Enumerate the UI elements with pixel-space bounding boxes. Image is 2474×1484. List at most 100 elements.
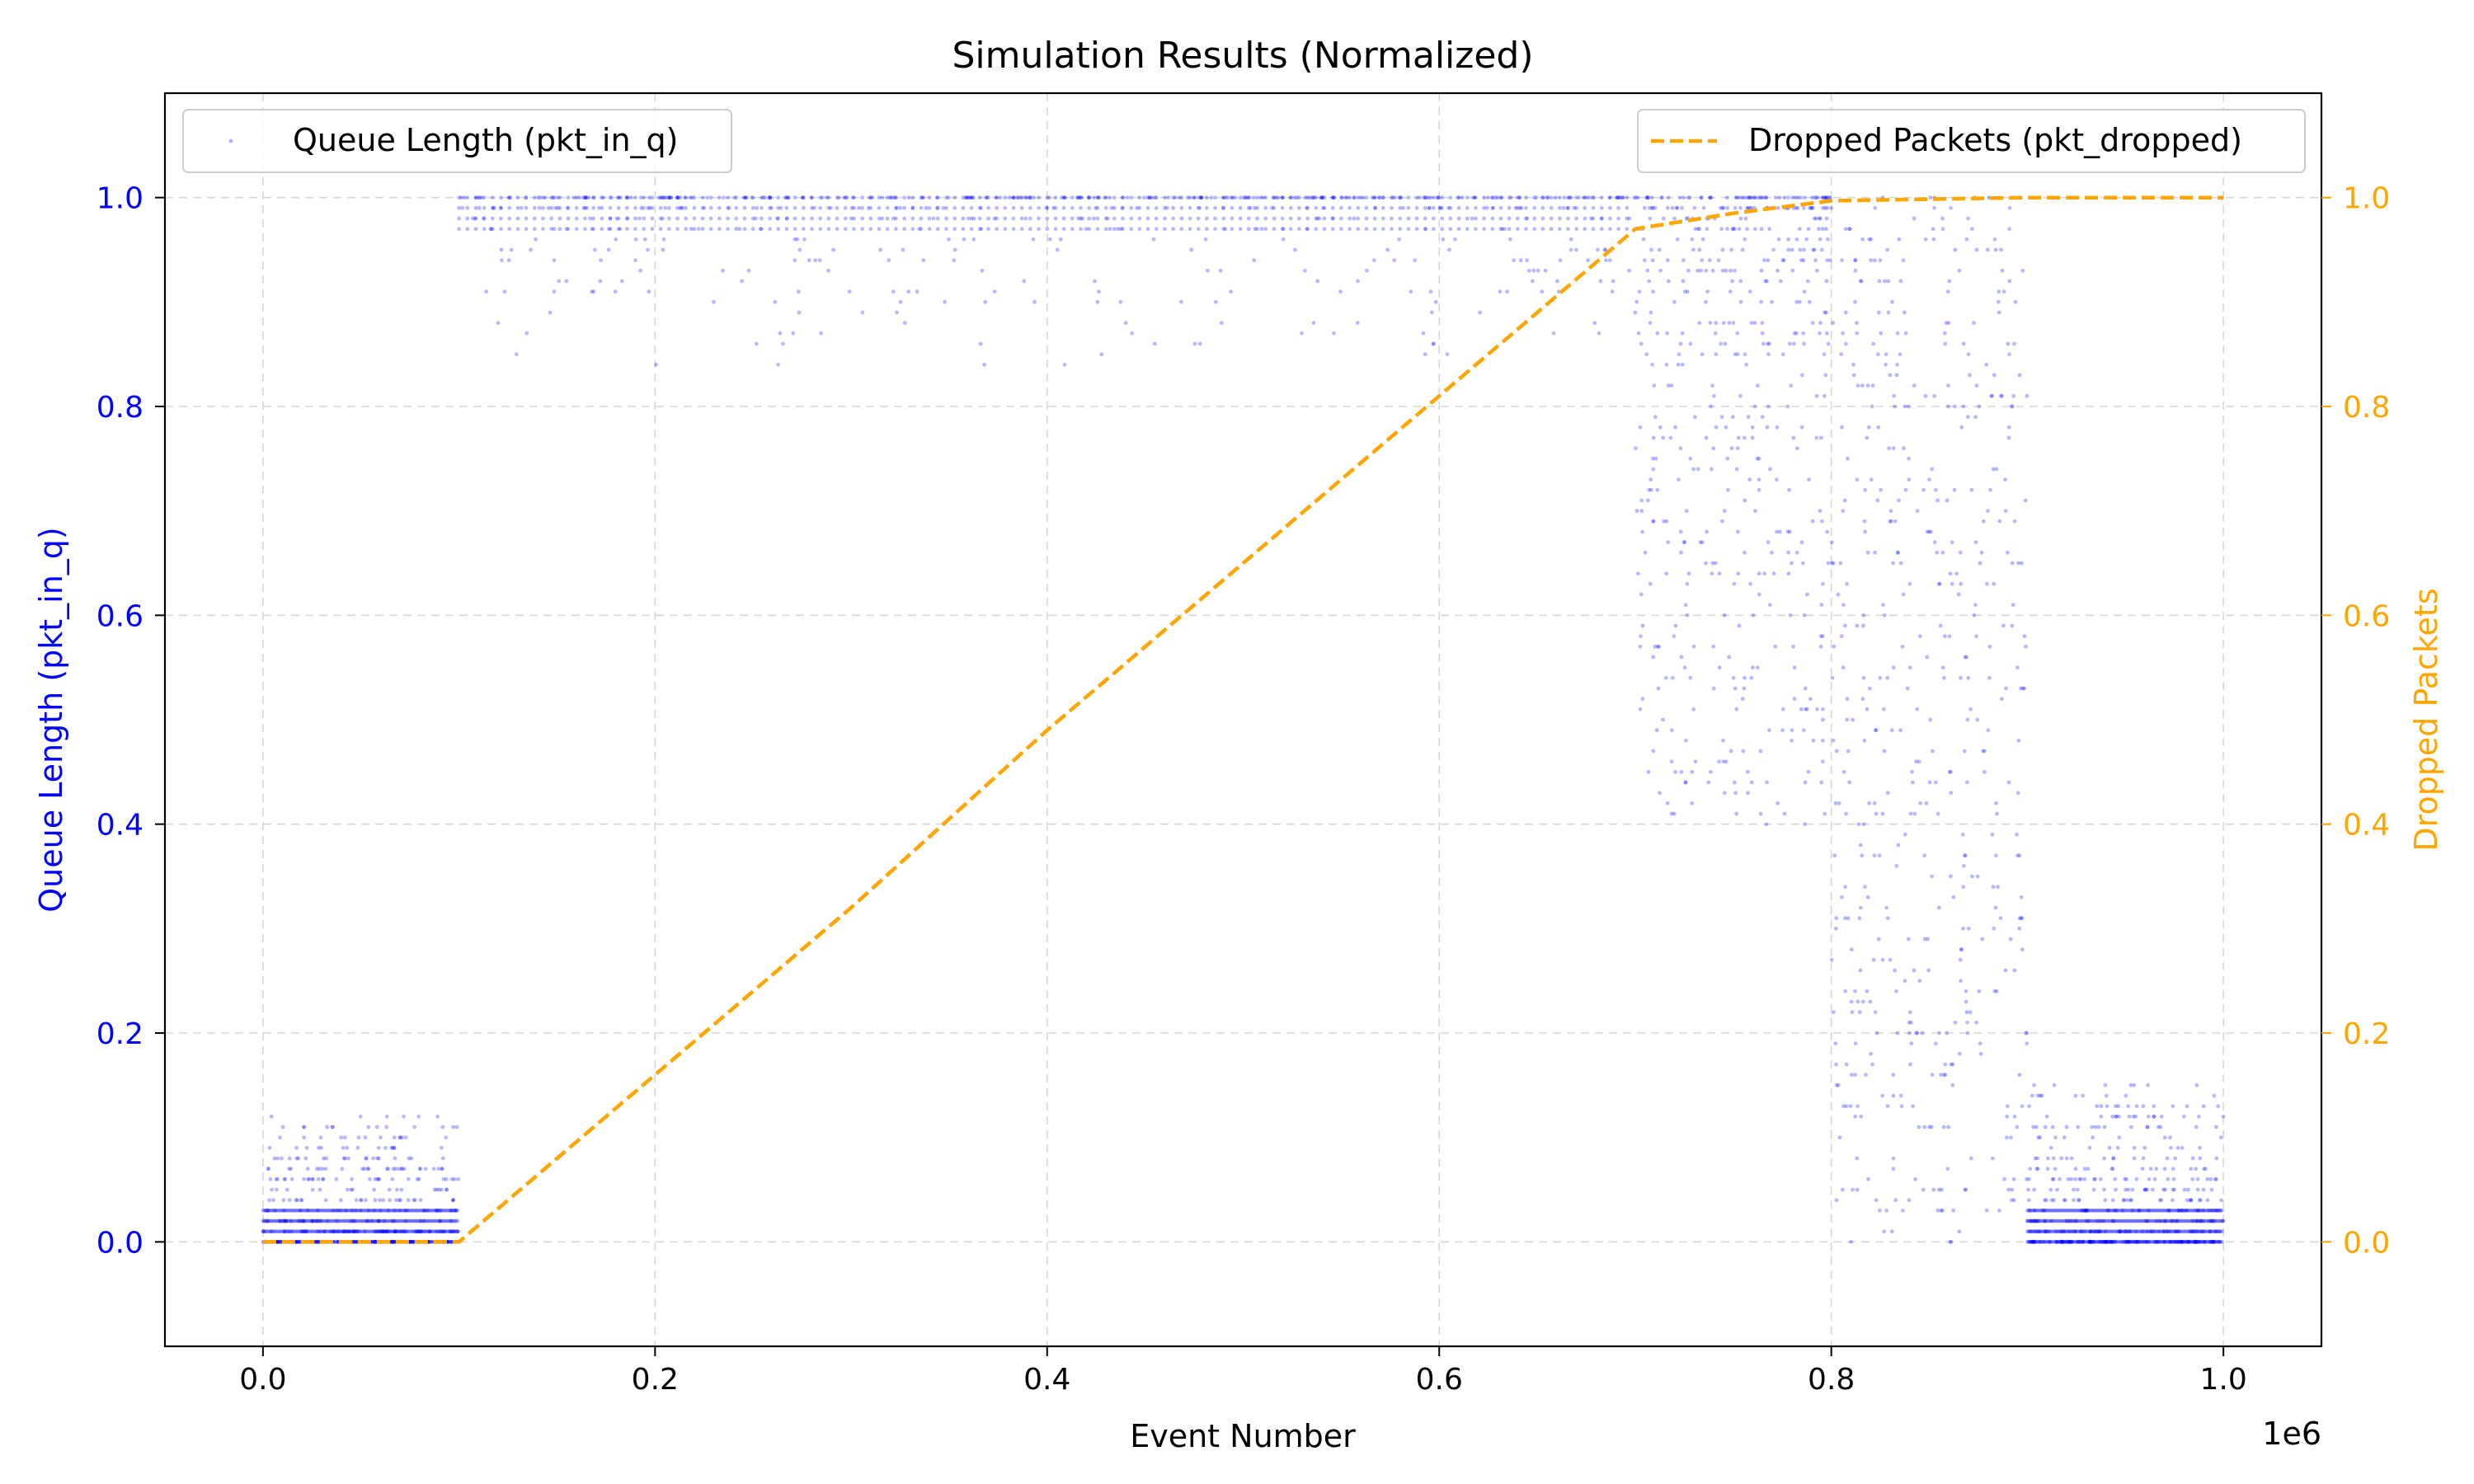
queue-point (2124, 1239, 2128, 1244)
queue-point (717, 195, 722, 200)
queue-point (1616, 227, 1620, 232)
queue-point (1964, 999, 1968, 1004)
queue-point (2090, 1219, 2094, 1223)
queue-point (1785, 529, 1790, 534)
queue-point (1028, 227, 1032, 232)
queue-point (307, 1208, 312, 1213)
queue-point (281, 1208, 286, 1213)
queue-point (831, 247, 836, 252)
queue-point (1644, 195, 1649, 200)
queue-point (1980, 937, 1985, 942)
queue-point (280, 1208, 285, 1213)
queue-point (2204, 1208, 2209, 1213)
queue-point (1423, 195, 1427, 200)
queue-point (2152, 1239, 2157, 1244)
queue-point (2128, 1229, 2133, 1234)
queue-point (1820, 519, 1824, 524)
queue-point (1810, 321, 1815, 326)
queue-point (2029, 1229, 2034, 1234)
queue-point (919, 216, 924, 221)
queue-point (317, 1187, 322, 1192)
queue-point (642, 195, 647, 200)
queue-point (625, 195, 629, 200)
queue-point (427, 1208, 432, 1213)
queue-point (1669, 728, 1674, 733)
queue-point (1840, 895, 1844, 899)
queue-point (826, 227, 831, 232)
queue-point (1893, 519, 1898, 524)
queue-point (924, 205, 929, 210)
queue-point (1766, 404, 1771, 409)
queue-point (2072, 1219, 2077, 1223)
queue-point (2050, 1219, 2055, 1223)
queue-point (1963, 853, 1967, 858)
queue-point (1891, 1156, 1896, 1161)
queue-point (270, 1208, 275, 1213)
queue-point (2112, 1229, 2117, 1234)
queue-point (429, 1208, 433, 1213)
queue-point (421, 1219, 425, 1223)
queue-point (1270, 205, 1274, 210)
queue-point (1733, 195, 1738, 200)
queue-point (977, 216, 982, 221)
queue-point (2036, 1229, 2041, 1234)
queue-point (2091, 1208, 2095, 1213)
queue-point (1834, 916, 1839, 921)
queue-point (412, 1198, 416, 1203)
queue-point (2197, 1239, 2202, 1244)
queue-point (2013, 299, 2018, 304)
queue-point (1790, 728, 1794, 733)
queue-point (1729, 749, 1733, 754)
queue-point (1710, 571, 1714, 576)
queue-point (2089, 1239, 2094, 1244)
queue-point (1263, 195, 1268, 200)
queue-point (2054, 1239, 2059, 1244)
queue-point (397, 1208, 402, 1213)
queue-point (1867, 237, 1872, 242)
queue-point (2147, 1219, 2152, 1223)
queue-point (1515, 227, 1520, 232)
queue-point (2060, 1239, 2065, 1244)
queue-point (2108, 1219, 2113, 1223)
queue-point (2141, 1104, 2146, 1109)
queue-point (322, 1229, 327, 1234)
queue-point (971, 237, 976, 242)
queue-point (2094, 1219, 2099, 1223)
queue-point (1616, 195, 1620, 200)
queue-point (1776, 801, 1780, 805)
queue-point (272, 1208, 276, 1213)
queue-point (2133, 1219, 2138, 1223)
queue-point (1646, 769, 1651, 774)
queue-point (1599, 216, 1604, 221)
queue-point (1092, 216, 1096, 221)
queue-point (2148, 1167, 2153, 1172)
queue-point (934, 205, 939, 210)
queue-point (1305, 227, 1310, 232)
queue-point (1288, 216, 1293, 221)
queue-point (1888, 519, 1893, 524)
queue-point (1498, 216, 1503, 221)
queue-point (1171, 205, 1175, 210)
queue-point (2040, 1229, 2045, 1234)
queue-point (1950, 1062, 1955, 1067)
queue-point (395, 1219, 400, 1223)
queue-point (1844, 341, 1848, 346)
queue-point (1592, 321, 1597, 326)
queue-point (1871, 341, 1876, 346)
queue-point (2077, 1208, 2081, 1213)
queue-point (2124, 1187, 2128, 1192)
queue-point (2194, 1229, 2199, 1234)
queue-point (1666, 195, 1671, 200)
queue-point (422, 1208, 427, 1213)
queue-point (397, 1208, 402, 1213)
queue-point (1876, 425, 1881, 430)
queue-point (2195, 1187, 2200, 1192)
queue-point (2190, 1219, 2195, 1223)
queue-point (2006, 341, 2011, 346)
queue-point (1087, 195, 1092, 200)
queue-point (315, 1229, 320, 1234)
queue-point (1809, 205, 1814, 210)
queue-point (2185, 1208, 2189, 1213)
queue-point (2217, 1219, 2222, 1223)
queue-point (2077, 1239, 2081, 1244)
